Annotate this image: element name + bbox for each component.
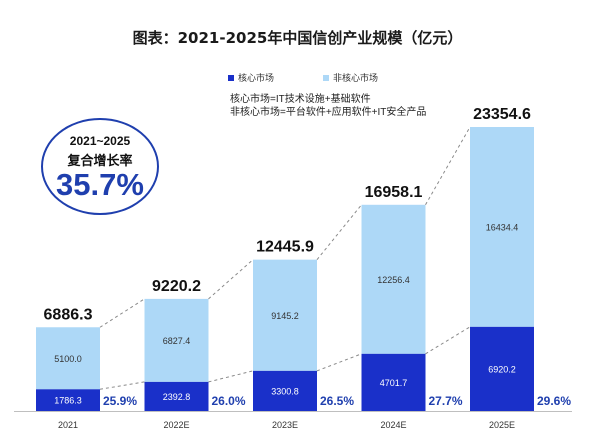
cagr-range: 2021~2025	[69, 134, 131, 148]
bar-core-label-2025E: 6920.2	[488, 364, 516, 374]
bar-core-2024E	[361, 353, 426, 411]
bar-core-label-2022E: 2392.8	[163, 392, 191, 402]
cagr-value: 35.7%	[56, 167, 144, 202]
bar-noncore-2025E	[470, 127, 534, 327]
legend-core-label: 核心市场	[238, 73, 275, 83]
bar-core-2021	[36, 389, 100, 411]
legend-core: 核心市场	[228, 71, 274, 84]
bar-noncore-2024E	[361, 204, 426, 354]
legend-core-swatch	[228, 74, 234, 81]
core-connector-line	[425, 326, 471, 355]
x-tick-label-2025E: 2025E	[489, 420, 515, 430]
cagr-badge: 2021~2025 复合增长率 35.7%	[41, 118, 159, 215]
total-connector-line	[99, 298, 145, 328]
bar-noncore-label-2024E: 12256.4	[377, 275, 410, 285]
bar-core-2025E	[470, 326, 534, 411]
legend-noncore: 非核心市场	[323, 71, 378, 84]
bar-core-label-2023E: 3300.8	[271, 386, 299, 396]
x-tick-label-2022E: 2022E	[163, 420, 189, 430]
bar-total-label-2025E: 23354.6	[473, 106, 531, 123]
core-share-label-2024E: 27.7%	[429, 394, 463, 408]
bar-noncore-label-2025E: 16434.4	[486, 222, 519, 232]
legend-noncore-swatch	[323, 74, 329, 81]
core-connector-line	[316, 353, 362, 372]
x-tick-label-2023E: 2023E	[272, 420, 298, 430]
bar-noncore-label-2022E: 6827.4	[163, 336, 191, 346]
core-share-label-2022E: 26.0%	[212, 394, 246, 408]
bar-noncore-label-2021: 5100.0	[54, 354, 82, 364]
total-connector-line	[208, 259, 254, 300]
total-connector-line	[316, 204, 362, 260]
definition-core: 核心市场=IT技术设施+基础软件	[230, 94, 371, 105]
bar-core-label-2021: 1786.3	[54, 396, 82, 406]
bar-noncore-2023E	[253, 259, 317, 371]
cagr-label: 复合增长率	[67, 154, 133, 169]
bar-total-label-2021: 6886.3	[44, 306, 93, 323]
core-connector-line	[208, 370, 254, 383]
chart-title: 图表：2021-2025年中国信创产业规模（亿元）	[132, 29, 463, 47]
x-tick-label-2024E: 2024E	[380, 420, 406, 430]
core-share-label-2025E: 29.6%	[537, 394, 571, 408]
definition-noncore: 非核心市场=平台软件+应用软件+IT安全产品	[230, 107, 427, 118]
bar-core-2023E	[253, 370, 317, 411]
bar-core-label-2024E: 4701.7	[380, 378, 408, 388]
bar-noncore-label-2023E: 9145.2	[271, 311, 299, 321]
x-tick-label-2021: 2021	[58, 420, 78, 430]
bar-noncore-2021	[36, 327, 100, 390]
bar-total-label-2022E: 9220.2	[152, 278, 201, 295]
core-share-label-2021: 25.9%	[103, 394, 137, 408]
bar-total-label-2023E: 12445.9	[256, 239, 314, 256]
bar-noncore-2022E	[144, 298, 209, 382]
legend-noncore-label: 非核心市场	[333, 73, 379, 83]
bar-total-label-2024E: 16958.1	[365, 184, 423, 201]
total-connector-line	[425, 126, 471, 206]
bar-core-2022E	[144, 381, 209, 411]
core-connector-line	[99, 381, 145, 390]
core-share-label-2023E: 26.5%	[320, 394, 354, 408]
